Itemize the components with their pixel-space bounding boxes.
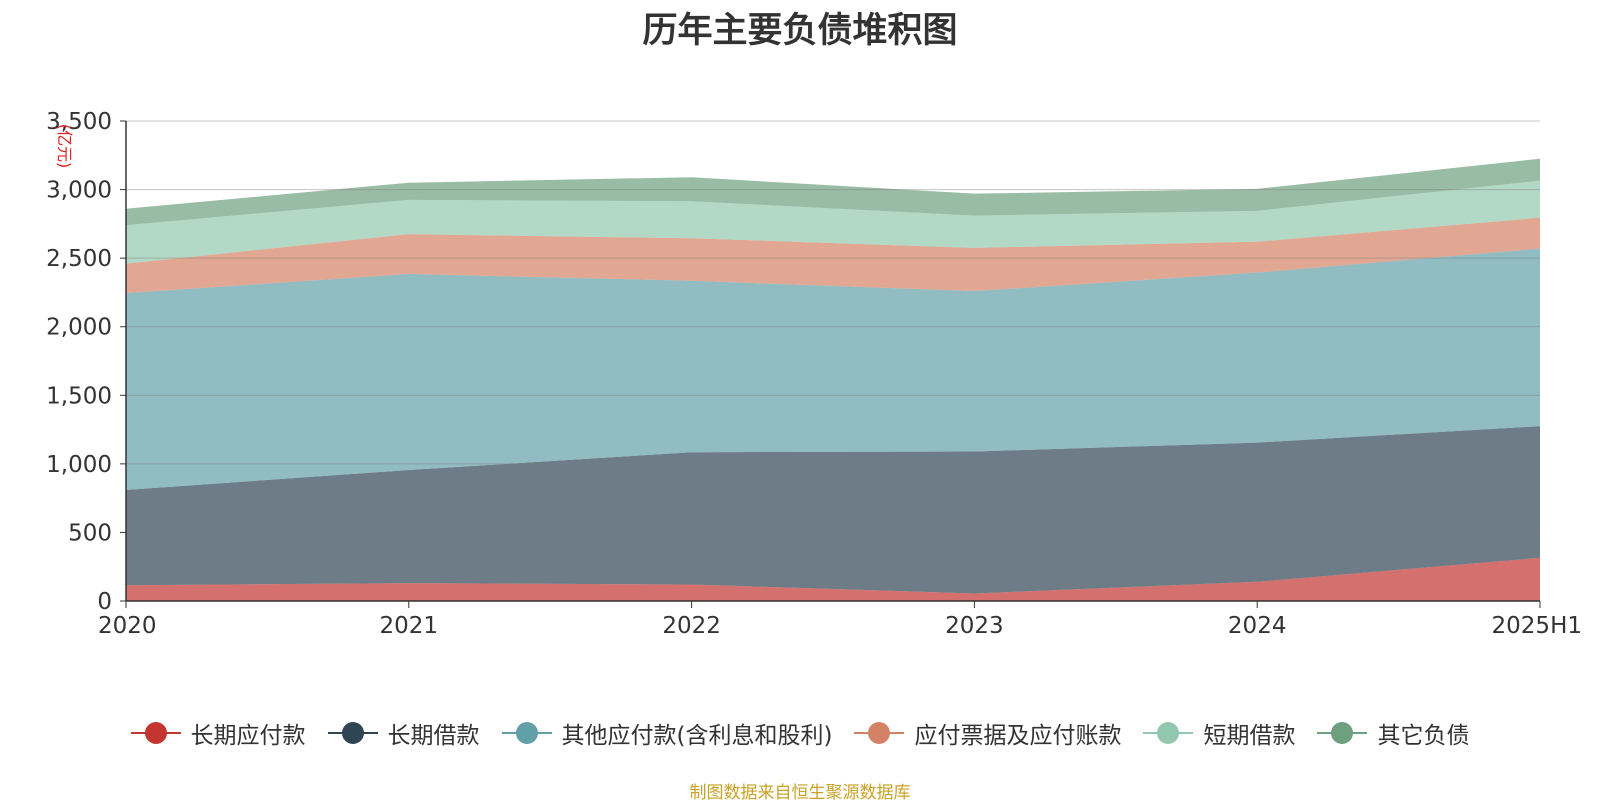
legend-label: 应付票据及应付账款 [914,723,1122,749]
y-unit-label: (亿元) [55,124,74,169]
y-tick-label: 0 [97,589,112,615]
y-tick-label: 3,000 [46,178,112,204]
legend-label: 长期借款 [387,723,480,749]
legend-marker-icon [327,721,378,745]
area-series-0 [126,557,1540,601]
legend-label: 其他应付款(含利息和股利) [561,723,833,749]
legend-marker-icon [1317,721,1368,745]
legend-item[interactable]: 其它负债 [1317,716,1469,750]
x-tick-label: 2023 [945,613,1004,639]
y-tick-label: 3,500 [46,109,112,135]
x-tick-label: 2025H1 [1492,613,1582,639]
legend-marker-icon [854,721,905,745]
area-series-1 [126,426,1540,594]
legend-item[interactable]: 短期借款 [1143,716,1295,750]
legend-label: 长期应付款 [190,723,306,749]
x-tick-label: 2024 [1228,613,1287,639]
legend-marker-icon [501,721,552,745]
y-tick-label: 2,000 [46,315,112,341]
x-tick-label: 2022 [662,613,721,639]
legend-item[interactable]: 长期应付款 [130,716,306,750]
legend-item[interactable]: 应付票据及应付账款 [854,716,1121,750]
y-tick-label: 1,500 [46,383,112,409]
legend-label: 其它负债 [1377,723,1470,749]
area-series-2 [126,248,1540,490]
area-series-4 [126,180,1540,264]
legend-item[interactable]: 长期借款 [327,716,480,750]
x-tick-label: 2020 [98,613,157,639]
legend-item[interactable]: 其他应付款(含利息和股利) [501,716,833,750]
y-tick-label: 2,500 [46,246,112,272]
area-series-5 [126,158,1540,226]
legend-marker-icon [130,721,181,745]
plot-area: 0 500 1,000 1,500 2,000 2,500 3,000 3,500 2020 20… [46,109,1582,639]
legend: 长期应付款 长期借款 其他应付款(含利息和股利) 应付票据及应付账款 短期借款 其它负债 [0,716,1600,750]
source-note: 制图数据来自恒生聚源数据库 [689,783,911,803]
chart-title: 历年主要负债堆积图 [642,11,958,51]
y-tick-label: 1,000 [46,452,112,478]
area-series-3 [126,217,1540,294]
y-tick-label: 500 [68,520,112,546]
x-tick-label: 2021 [380,613,439,639]
legend-label: 短期借款 [1203,723,1296,749]
legend-marker-icon [1143,721,1194,745]
